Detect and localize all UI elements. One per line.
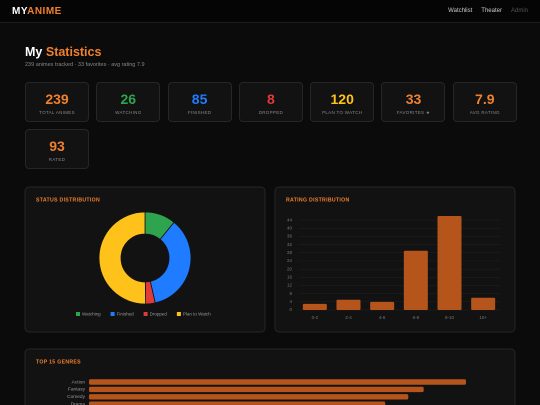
panel-title: RATING DISTRIBUTION <box>286 197 350 203</box>
y-tick-label: 32 <box>287 242 293 247</box>
nav-link[interactable]: Admin <box>510 8 528 14</box>
pie-slice <box>149 221 192 304</box>
subtitle: 239 animes tracked · 33 favorites · avg … <box>25 62 145 68</box>
legend-swatch <box>76 312 80 316</box>
panel-title: STATUS DISTRIBUTION <box>36 197 100 203</box>
stat-label: WATCHING <box>115 110 142 115</box>
stat-value: 85 <box>191 91 208 107</box>
y-tick-label: 8 <box>289 291 292 296</box>
y-tick-label: Action <box>72 379 86 385</box>
bar <box>437 216 462 310</box>
stat-label: FAVORITES ★ <box>396 110 431 115</box>
pie-slice <box>98 211 147 305</box>
stat-value: 93 <box>49 138 65 154</box>
y-tick-label: Fantasy <box>68 387 86 393</box>
page-title: My Statistics <box>25 45 101 59</box>
y-tick-label: 20 <box>287 266 293 271</box>
stat-card: 33 FAVORITES ★ <box>381 82 446 122</box>
stat-card: 239 TOTAL ANIMES <box>25 82 89 122</box>
y-tick-label: 0 <box>289 307 292 312</box>
y-tick-label: Drama <box>71 401 86 405</box>
y-tick-label: 16 <box>287 274 293 279</box>
y-tick-label: 36 <box>287 234 293 239</box>
panel-title: TOP 15 GENRES <box>36 359 81 365</box>
stat-card: 8 DROPPED <box>238 82 303 122</box>
nav-bar: MYANIME Watchlist Theater Admin <box>0 0 540 23</box>
stat-card: 120 PLAN TO WATCH <box>310 82 375 122</box>
stat-value: 8 <box>266 91 275 107</box>
legend-label: Dropped <box>150 312 168 317</box>
nav-link[interactable]: Theater <box>481 8 502 14</box>
nav-links: Watchlist Theater Admin <box>439 8 528 14</box>
x-tick-label: 6-8 <box>413 315 420 320</box>
stat-label: TOTAL ANIMES <box>39 110 75 115</box>
stat-card: 7.9 AVG RATING <box>452 82 517 122</box>
stat-card: 26 WATCHING <box>96 82 161 122</box>
logo[interactable]: MYANIME <box>12 6 62 17</box>
legend-label: Watching <box>82 312 101 317</box>
panel <box>24 186 266 333</box>
bar <box>336 299 361 310</box>
bar <box>302 303 327 310</box>
y-tick-label: 40 <box>287 225 293 230</box>
stat-value: 33 <box>405 91 422 107</box>
logo-b: ANIME <box>27 6 62 17</box>
nav-link[interactable]: Watchlist <box>448 8 473 14</box>
bar <box>403 250 428 310</box>
stat-value: 239 <box>45 91 69 107</box>
x-tick-label: 0-2 <box>312 315 319 320</box>
x-tick-label: 8-10 <box>445 315 455 320</box>
stat-value: 7.9 <box>475 91 495 107</box>
x-tick-label: 10+ <box>479 315 487 320</box>
title-b: Statistics <box>45 45 102 59</box>
stat-card: 93 RATED <box>25 129 89 169</box>
title-a: My <box>25 45 43 59</box>
stat-label: PLAN TO WATCH <box>322 110 363 115</box>
legend-swatch <box>110 312 115 316</box>
stat-label: RATED <box>48 157 66 162</box>
stat-label: DROPPED <box>258 110 284 115</box>
legend-swatch <box>176 312 181 316</box>
bar <box>89 394 409 400</box>
legend-swatch <box>143 312 148 316</box>
y-tick-label: 4 <box>289 299 292 304</box>
stat-label: FINISHED <box>187 110 212 115</box>
bar <box>89 401 386 405</box>
stat-card: 85 FINISHED <box>167 82 232 122</box>
y-tick-label: Comedy <box>67 394 85 400</box>
stat-value: 120 <box>330 91 354 107</box>
bar <box>471 297 496 310</box>
bar <box>89 386 424 393</box>
y-tick-label: 28 <box>287 250 293 255</box>
y-tick-label: 24 <box>287 258 293 263</box>
y-tick-label: 12 <box>287 283 293 288</box>
bar <box>370 301 395 310</box>
legend-label: Plan to Watch <box>183 312 211 317</box>
x-tick-label: 2-4 <box>345 315 352 320</box>
stat-label: AVG RATING <box>469 110 500 115</box>
y-tick-label: 44 <box>287 217 293 222</box>
legend-label: Finished <box>117 312 135 317</box>
stat-value: 26 <box>120 91 137 107</box>
logo-a: MY <box>12 6 28 17</box>
bar <box>89 379 466 385</box>
stat-cards: 239 TOTAL ANIMES 26 WATCHING 85 FINISHED 8 DROP… <box>25 82 517 169</box>
x-tick-label: 4-6 <box>379 315 386 320</box>
